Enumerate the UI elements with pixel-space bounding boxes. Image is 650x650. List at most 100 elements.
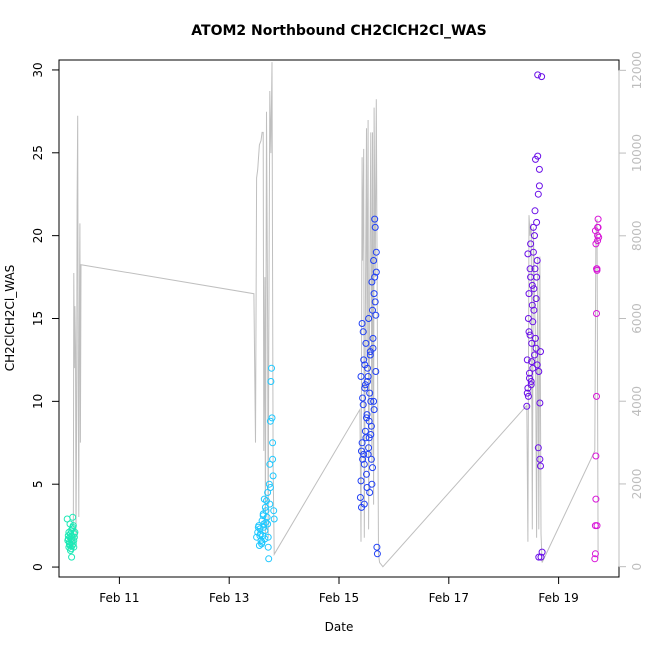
altitude-line <box>72 62 599 568</box>
data-point <box>537 553 545 561</box>
data-point <box>531 207 539 215</box>
data-point <box>68 553 76 561</box>
y-tick-label: 30 <box>31 62 45 77</box>
data-point <box>367 455 375 463</box>
data-point <box>269 455 277 463</box>
data-point <box>261 503 269 511</box>
data-point <box>528 281 536 289</box>
data-point <box>263 513 271 521</box>
y-tick-label: 5 <box>31 480 45 488</box>
data-point <box>594 237 602 245</box>
data-point <box>364 450 372 458</box>
data-point <box>361 381 369 389</box>
data-point <box>363 470 370 478</box>
data-point <box>261 527 269 535</box>
data-point <box>257 537 265 544</box>
y-axis-label: CH2ClCH2Cl_WAS <box>3 265 17 372</box>
data-point <box>268 364 275 372</box>
data-point <box>527 378 535 385</box>
data-point <box>70 530 78 538</box>
data-point <box>533 273 541 281</box>
data-point <box>372 248 380 256</box>
data-point <box>530 285 538 293</box>
data-point <box>369 334 377 342</box>
data-point <box>535 182 543 190</box>
data-point <box>369 464 376 472</box>
data-point <box>524 392 532 400</box>
data-point <box>525 328 533 336</box>
x-axis: Feb 11 Feb 13 Feb 15 Feb 17 Feb 19 <box>99 576 579 605</box>
data-point <box>531 265 539 273</box>
data-point <box>269 472 277 480</box>
data-point <box>530 306 538 314</box>
data-point <box>369 306 376 314</box>
data-point <box>531 351 538 359</box>
data-point <box>366 348 374 356</box>
y-axis-left: 0 5 10 15 20 25 30 <box>31 62 60 571</box>
data-point <box>532 295 540 303</box>
data-point <box>364 373 372 380</box>
y2-tick-label: 10000 <box>630 134 644 172</box>
data-point <box>534 152 542 160</box>
data-point <box>537 348 544 356</box>
data-point <box>534 444 542 452</box>
data-point <box>67 547 74 554</box>
data-point <box>373 543 381 551</box>
data-point <box>370 397 378 405</box>
data-point <box>360 460 368 468</box>
data-point <box>371 223 379 231</box>
data-point <box>357 477 365 485</box>
chart-title: ATOM2 Northbound CH2ClCH2Cl_WAS <box>191 23 486 39</box>
y-tick-label: 25 <box>31 145 45 160</box>
data-point <box>358 439 366 447</box>
data-point <box>258 517 266 525</box>
data-point <box>537 462 544 470</box>
data-point <box>367 431 375 438</box>
data-point <box>368 480 376 488</box>
data-point <box>533 257 541 264</box>
data-point <box>365 434 373 442</box>
data-point <box>594 215 602 223</box>
data-point <box>528 339 536 347</box>
data-point <box>593 265 600 273</box>
data-point <box>371 273 379 281</box>
data-point <box>360 356 368 364</box>
data-point <box>258 540 266 548</box>
data-point <box>365 417 373 425</box>
data-point <box>592 452 600 460</box>
y2-tick-label: 2000 <box>630 469 644 500</box>
x-tick-label: Feb 19 <box>538 591 578 605</box>
y-axis-right: 0 2000 4000 6000 8000 10000 12000 <box>618 51 644 571</box>
y2-tick-label: 8000 <box>630 221 644 252</box>
data-point <box>362 434 370 442</box>
data-point <box>592 240 600 248</box>
data-point <box>593 522 601 530</box>
data-point <box>356 494 364 501</box>
y-tick-label: 15 <box>31 311 45 326</box>
data-point <box>534 71 542 79</box>
data-point <box>265 480 273 488</box>
y-tick-label: 0 <box>31 563 45 571</box>
data-point <box>370 406 378 414</box>
y2-tick-label: 6000 <box>630 303 644 334</box>
data-point <box>527 240 535 248</box>
data-point <box>373 550 381 558</box>
data-point <box>359 328 367 336</box>
data-point <box>371 298 379 306</box>
data-point <box>529 364 537 372</box>
data-point <box>65 543 73 551</box>
data-point <box>528 358 536 366</box>
data-point <box>266 484 274 491</box>
data-point <box>260 520 268 528</box>
y-tick-label: 20 <box>31 228 45 243</box>
data-point <box>262 507 270 515</box>
x-axis-label: Date <box>325 620 354 634</box>
y2-tick-label: 4000 <box>630 386 644 417</box>
data-point <box>526 374 533 382</box>
data-point <box>532 334 539 342</box>
data-point <box>262 518 270 526</box>
data-point <box>595 233 603 241</box>
data-point <box>526 331 534 339</box>
y2-tick-label: 0 <box>630 563 644 571</box>
